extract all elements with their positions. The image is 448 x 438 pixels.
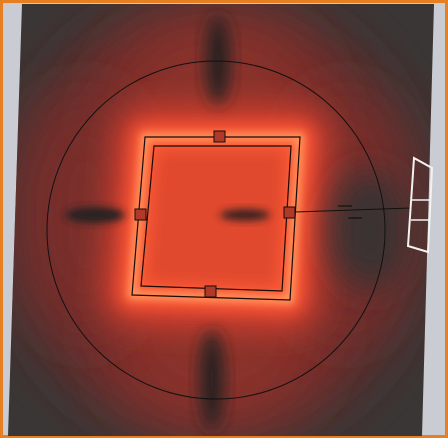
feed-line — [294, 207, 413, 213]
field-null — [200, 330, 224, 430]
field-null — [330, 170, 410, 290]
field-core — [120, 125, 312, 312]
gap-pad — [213, 130, 226, 143]
ring-inner — [140, 145, 292, 292]
gap-pad — [283, 206, 296, 219]
gap-pad — [204, 285, 217, 298]
ring-outer — [131, 136, 301, 301]
port — [406, 156, 434, 254]
field-null — [206, 15, 230, 105]
field-null — [220, 209, 270, 221]
field-null — [65, 207, 125, 223]
gap-pad — [134, 208, 147, 221]
substrate-circle — [46, 60, 386, 400]
